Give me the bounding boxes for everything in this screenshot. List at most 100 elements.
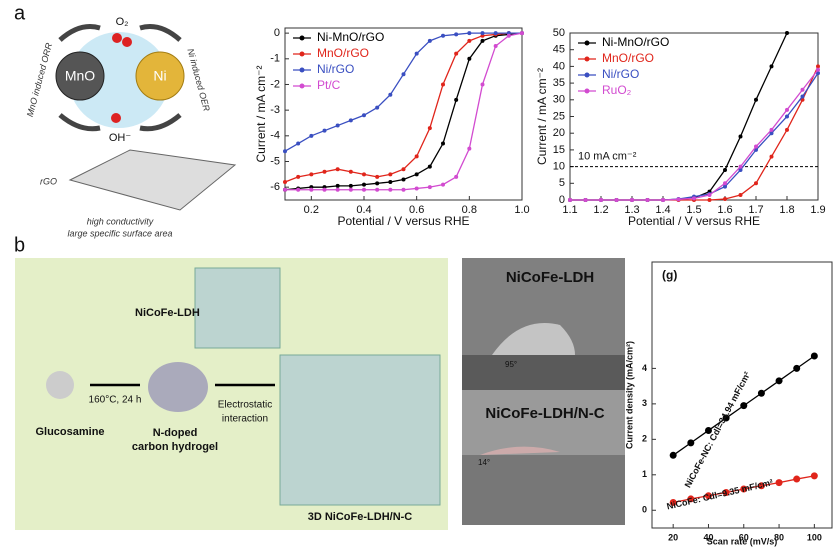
point [348, 118, 353, 123]
o2-molecule [122, 37, 132, 47]
label: carbon hydrogel [132, 441, 218, 453]
y-tick-label: 15 [553, 144, 565, 156]
photos: NiCoFe-LDH 95° NiCoFe-LDH/N-C 14° [462, 258, 625, 525]
point [401, 167, 406, 172]
label: Glucosamine [35, 426, 104, 438]
x-tick-label: 1.9 [810, 204, 825, 216]
point [692, 196, 696, 201]
legend-label: Ni-MnO/rGO [317, 30, 384, 44]
label: Ni induced OER [185, 47, 211, 112]
point [793, 364, 801, 372]
point [707, 198, 712, 202]
point [599, 198, 603, 202]
point [322, 128, 327, 133]
point [467, 56, 472, 61]
point [816, 64, 820, 69]
point [454, 97, 459, 102]
x-tick-label: 0.2 [304, 204, 319, 216]
point [769, 127, 774, 132]
point [769, 64, 774, 69]
hydrogel-image [148, 362, 208, 412]
point [707, 192, 712, 197]
contact-angle: 95° [505, 360, 517, 369]
point [738, 134, 743, 139]
point [467, 38, 472, 43]
x-tick-label: 1.1 [562, 204, 577, 216]
legend-label: RuO₂ [602, 83, 632, 97]
label: Electrostatic [218, 400, 272, 411]
point [793, 475, 801, 483]
annotation: NiCoFe: Cdl=9.35 mF/cm² [666, 477, 774, 511]
ni-sphere [135, 51, 185, 101]
point [738, 164, 743, 169]
x-tick-label: 60 [739, 532, 749, 542]
point [467, 31, 472, 36]
point [669, 451, 677, 459]
label: O₂ [116, 16, 129, 28]
label: NiCoFe-LDH [135, 307, 200, 319]
o2-molecule [112, 33, 122, 43]
point [757, 482, 765, 490]
photo-title: NiCoFe-LDH/N-C [485, 405, 604, 422]
point [723, 181, 727, 186]
y-tick-label: 20 [553, 127, 565, 139]
point [816, 67, 820, 72]
point [441, 82, 445, 87]
contact-angle: 14° [478, 458, 490, 467]
point [785, 31, 789, 35]
point [723, 184, 727, 189]
point [401, 72, 406, 77]
point [414, 51, 419, 56]
point [583, 198, 588, 202]
x-tick-label: 0.8 [462, 204, 477, 216]
point [669, 498, 677, 506]
point [309, 133, 314, 138]
point [335, 167, 340, 172]
point [388, 187, 393, 192]
y-tick-label: 50 [553, 27, 565, 39]
droplet [492, 323, 575, 355]
label: MnO induced ORR [25, 41, 54, 118]
y-tick-label: -5 [270, 155, 280, 167]
point [722, 414, 730, 422]
point [375, 105, 380, 110]
point [335, 187, 340, 192]
point [401, 187, 406, 192]
arrow [58, 24, 101, 42]
x-axis-title: Potential / V versus RHE [628, 214, 760, 228]
legend-marker [584, 88, 590, 94]
x-axis-title: Potential / V versus RHE [337, 214, 469, 228]
substrate [462, 455, 625, 525]
legend-marker [299, 51, 305, 57]
label: Ni [153, 68, 166, 84]
y-tick-label: 4 [642, 363, 647, 373]
point [388, 172, 393, 177]
point [441, 141, 445, 146]
point [785, 114, 789, 119]
point [322, 187, 327, 192]
x-tick-label: 100 [807, 532, 822, 542]
point [785, 127, 789, 132]
point [362, 172, 366, 177]
point [738, 192, 743, 197]
point [296, 141, 301, 146]
point [283, 180, 287, 185]
label: N-doped [153, 427, 198, 439]
y-tick-label: -3 [270, 104, 280, 116]
point [362, 113, 366, 118]
x-tick-label: 0.6 [409, 204, 424, 216]
point [740, 402, 748, 410]
point [296, 187, 301, 192]
y-axis-title: Current density (mA/cm²) [624, 341, 634, 449]
point [722, 489, 730, 497]
point [757, 389, 765, 397]
point [348, 187, 353, 192]
point [754, 144, 758, 149]
x-tick-label: 1.3 [624, 204, 639, 216]
annotation: NiCoFe-NC: Cdl=34.94 mF/cm² [683, 370, 753, 489]
legend-label: Ni/rGO [602, 67, 639, 81]
point [480, 82, 485, 87]
y-tick-label: 0 [642, 505, 647, 515]
point [704, 426, 712, 434]
photo-title: NiCoFe-LDH [506, 269, 594, 286]
